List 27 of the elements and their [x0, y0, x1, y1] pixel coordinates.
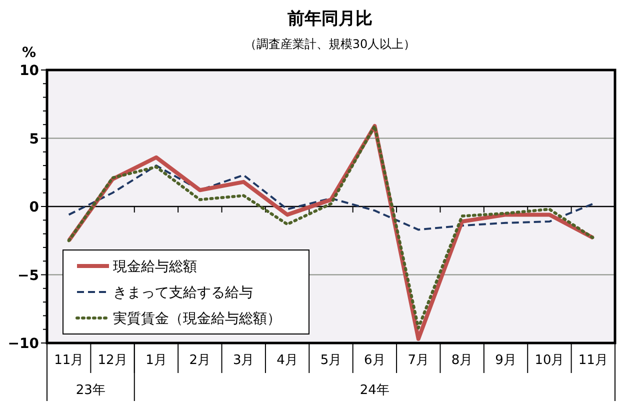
x-tick-label: 11月 — [578, 353, 608, 368]
x-tick-label: 8月 — [451, 353, 473, 368]
text: 24年 — [360, 383, 390, 398]
chart-title: 前年同月比 — [286, 9, 372, 29]
x-tick-label: 7月 — [408, 353, 430, 368]
x-tick-label: 11月 — [54, 353, 84, 368]
y-axis-title: % — [22, 45, 36, 61]
x-tick-label: 2月 — [189, 353, 211, 368]
x-tick-label: 4月 — [276, 353, 298, 368]
text: 23年 — [76, 383, 106, 398]
x-tick-label: 5月 — [320, 353, 342, 368]
legend-label: 実質賃金（現金給与総額） — [113, 311, 281, 327]
y-tick-label: −10 — [8, 336, 40, 352]
chart-subtitle: （調査産業計、規模30人以上） — [244, 37, 416, 51]
x-tick-label: 6月 — [364, 353, 386, 368]
x-tick-label: 10月 — [534, 353, 564, 368]
line-series — [68, 164, 594, 231]
x-tick-label: 1月 — [146, 353, 167, 368]
y-tick-label: 0 — [29, 200, 40, 216]
legend-label: 現金給与総額 — [113, 259, 197, 275]
legend-label: きまって支給する給与 — [113, 285, 253, 301]
x-tick-label: 12月 — [98, 353, 128, 368]
y-tick-label: 10 — [20, 63, 40, 79]
x-tick-label: 9月 — [495, 353, 516, 368]
x-tick-label: 3月 — [232, 353, 254, 368]
y-tick-label: −5 — [18, 268, 39, 284]
y-tick-label: 5 — [29, 131, 39, 148]
